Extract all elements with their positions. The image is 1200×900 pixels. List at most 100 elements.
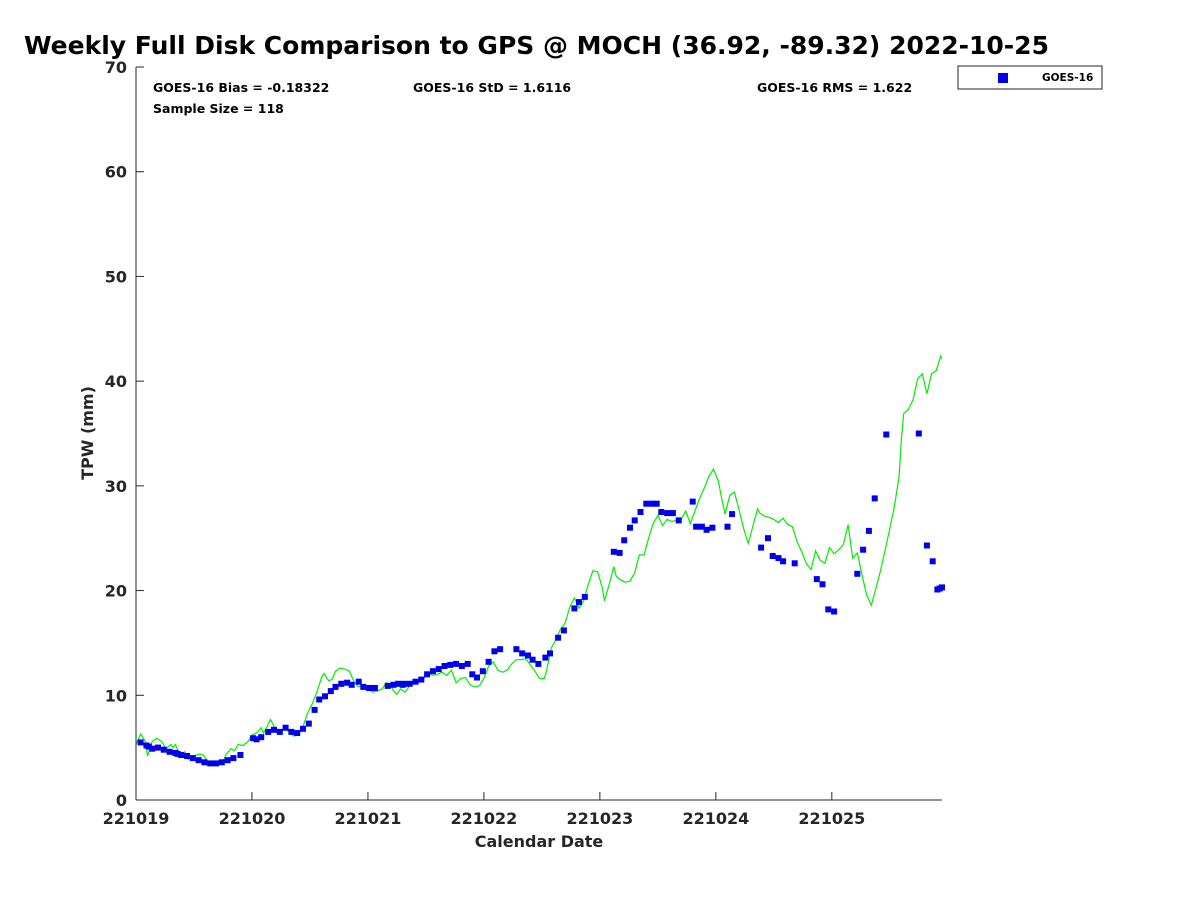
y-tick-label: 60 (105, 163, 127, 182)
y-axis-label: TPW (mm) (78, 386, 97, 480)
data-point (447, 661, 454, 668)
data-point (429, 668, 436, 675)
data-point (513, 646, 520, 653)
data-point (769, 553, 776, 559)
y-tick-label: 70 (105, 58, 127, 77)
x-axis-label: Calendar Date (475, 832, 604, 851)
data-point (294, 730, 301, 736)
data-point (729, 511, 736, 518)
legend-label-goes16: GOES-16 (1042, 72, 1093, 84)
data-point (300, 725, 306, 732)
data-point (791, 560, 798, 567)
data-point (529, 656, 536, 663)
data-point (149, 745, 156, 752)
data-point (348, 681, 355, 688)
data-point (519, 650, 526, 657)
data-point (658, 509, 665, 515)
data-point (160, 746, 167, 753)
data-point (271, 726, 277, 733)
data-point (371, 685, 378, 691)
data-point (355, 678, 362, 685)
data-point (664, 510, 671, 517)
data-point (709, 524, 716, 531)
data-point (693, 523, 700, 530)
data-point (201, 759, 208, 766)
data-point (689, 498, 696, 505)
data-point (485, 658, 492, 665)
y-tick-label: 30 (105, 477, 127, 496)
axes-layer: 0 10 20 30 40 50 60 70 221019 221020 221021 221022 2… (103, 58, 942, 828)
x-tick-label: 221025 (798, 809, 865, 828)
y-tick-label: 40 (105, 372, 127, 391)
data-point (435, 666, 442, 673)
chart-title: Weekly Full Disk Comparison to GPS @ MOC… (24, 31, 1049, 60)
data-point (327, 688, 334, 695)
legend-box (957, 65, 1103, 90)
data-point (581, 593, 588, 600)
data-point (883, 431, 890, 438)
y-tick-label: 10 (105, 686, 127, 705)
data-point (184, 753, 190, 759)
y-tick-label: 50 (105, 267, 127, 286)
bias-stat: GOES-16 Bias = -0.18322 (153, 80, 329, 95)
data-point (218, 759, 225, 766)
data-point (366, 685, 373, 691)
data-point (555, 634, 562, 641)
std-stat: GOES-16 StD = 1.6116 (413, 80, 571, 95)
data-point (929, 558, 936, 565)
data-point (250, 735, 257, 742)
data-point (412, 678, 419, 685)
data-point (458, 663, 465, 669)
data-point (860, 546, 867, 553)
plot-area (136, 67, 942, 800)
data-point (145, 743, 152, 750)
data-point (831, 608, 838, 615)
data-point (166, 748, 173, 755)
series-line-gps (136, 354, 942, 766)
data-point (576, 599, 582, 606)
data-point (560, 627, 567, 634)
data-point (178, 752, 185, 758)
data-point (213, 760, 219, 767)
data-point (819, 581, 826, 588)
data-point (424, 671, 431, 678)
data-point (649, 500, 656, 507)
x-tick-label: 221024 (682, 809, 749, 828)
data-point (616, 549, 623, 556)
data-point (265, 728, 272, 735)
data-point (497, 646, 504, 653)
data-point (399, 681, 406, 688)
data-point (469, 671, 476, 678)
data-point (338, 680, 345, 687)
data-point (703, 526, 710, 533)
data-point (406, 680, 413, 687)
data-point (224, 757, 231, 764)
data-point (698, 523, 705, 530)
data-point (479, 668, 486, 675)
data-point (276, 728, 283, 735)
data-point (474, 674, 480, 681)
data-point (825, 606, 832, 613)
data-point (453, 660, 460, 667)
data-point (174, 750, 181, 757)
data-point (621, 537, 628, 544)
data-point (418, 676, 425, 683)
legend: GOES-16 (957, 65, 1103, 90)
data-point (765, 535, 771, 542)
data-point (253, 736, 260, 743)
data-point (384, 682, 391, 689)
data-point (865, 527, 872, 534)
data-point (675, 517, 682, 524)
data-point (258, 734, 265, 741)
data-point (390, 681, 397, 688)
data-point (322, 693, 328, 700)
data-point (813, 576, 820, 583)
data-point (547, 650, 553, 657)
rms-stat: GOES-16 RMS = 1.622 (757, 80, 912, 95)
data-point (441, 663, 448, 669)
data-point (207, 760, 214, 767)
data-point (542, 654, 549, 661)
data-point (775, 555, 782, 562)
data-point (189, 755, 196, 762)
x-tick-label: 221022 (451, 809, 518, 828)
